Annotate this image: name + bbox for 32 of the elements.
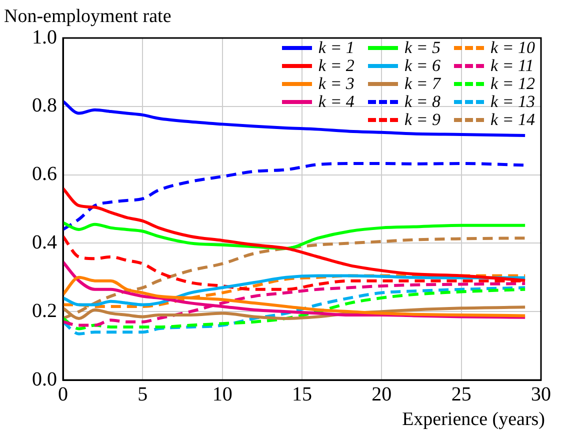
x-tick-label: 5 <box>138 383 148 406</box>
x-tick-label: 25 <box>451 383 472 406</box>
y-tick-label: 0.2 <box>32 300 57 322</box>
legend-label: k = 5 <box>404 38 440 58</box>
x-tick-label: 10 <box>212 383 232 406</box>
y-tick-label: 0.8 <box>32 94 57 117</box>
y-tick-label: 0.6 <box>32 163 57 186</box>
legend-label: k = 7 <box>404 74 440 94</box>
legend-label: k = 14 <box>490 110 535 130</box>
x-tick-label: 30 <box>531 383 551 406</box>
x-axis-title: Experience (years) <box>402 409 545 431</box>
legend-label: k = 11 <box>490 56 534 76</box>
line-series <box>63 276 527 318</box>
legend-label: k = 3 <box>318 74 354 94</box>
line-series <box>63 236 527 320</box>
y-tick-label: 1.0 <box>32 26 57 48</box>
legend-label: k = 6 <box>404 56 440 76</box>
y-tick-label: 0.4 <box>32 231 57 254</box>
y-axis-title: Non-employment rate <box>4 6 172 28</box>
x-tick-label: 0 <box>58 383 68 406</box>
legend-label: k = 10 <box>490 38 535 58</box>
legend-label: k = 8 <box>404 92 440 112</box>
legend-label: k = 9 <box>404 110 440 130</box>
legend-label: k = 13 <box>490 92 535 112</box>
legend-label: k = 1 <box>318 38 354 58</box>
x-tick-label: 20 <box>372 383 392 406</box>
legend-label: k = 2 <box>318 56 354 76</box>
line-series <box>63 221 527 250</box>
legend-label: k = 12 <box>490 74 535 94</box>
x-tick-label: 15 <box>292 383 312 406</box>
y-tick-label: 0.0 <box>32 368 57 390</box>
legend-label: k = 4 <box>318 92 354 112</box>
